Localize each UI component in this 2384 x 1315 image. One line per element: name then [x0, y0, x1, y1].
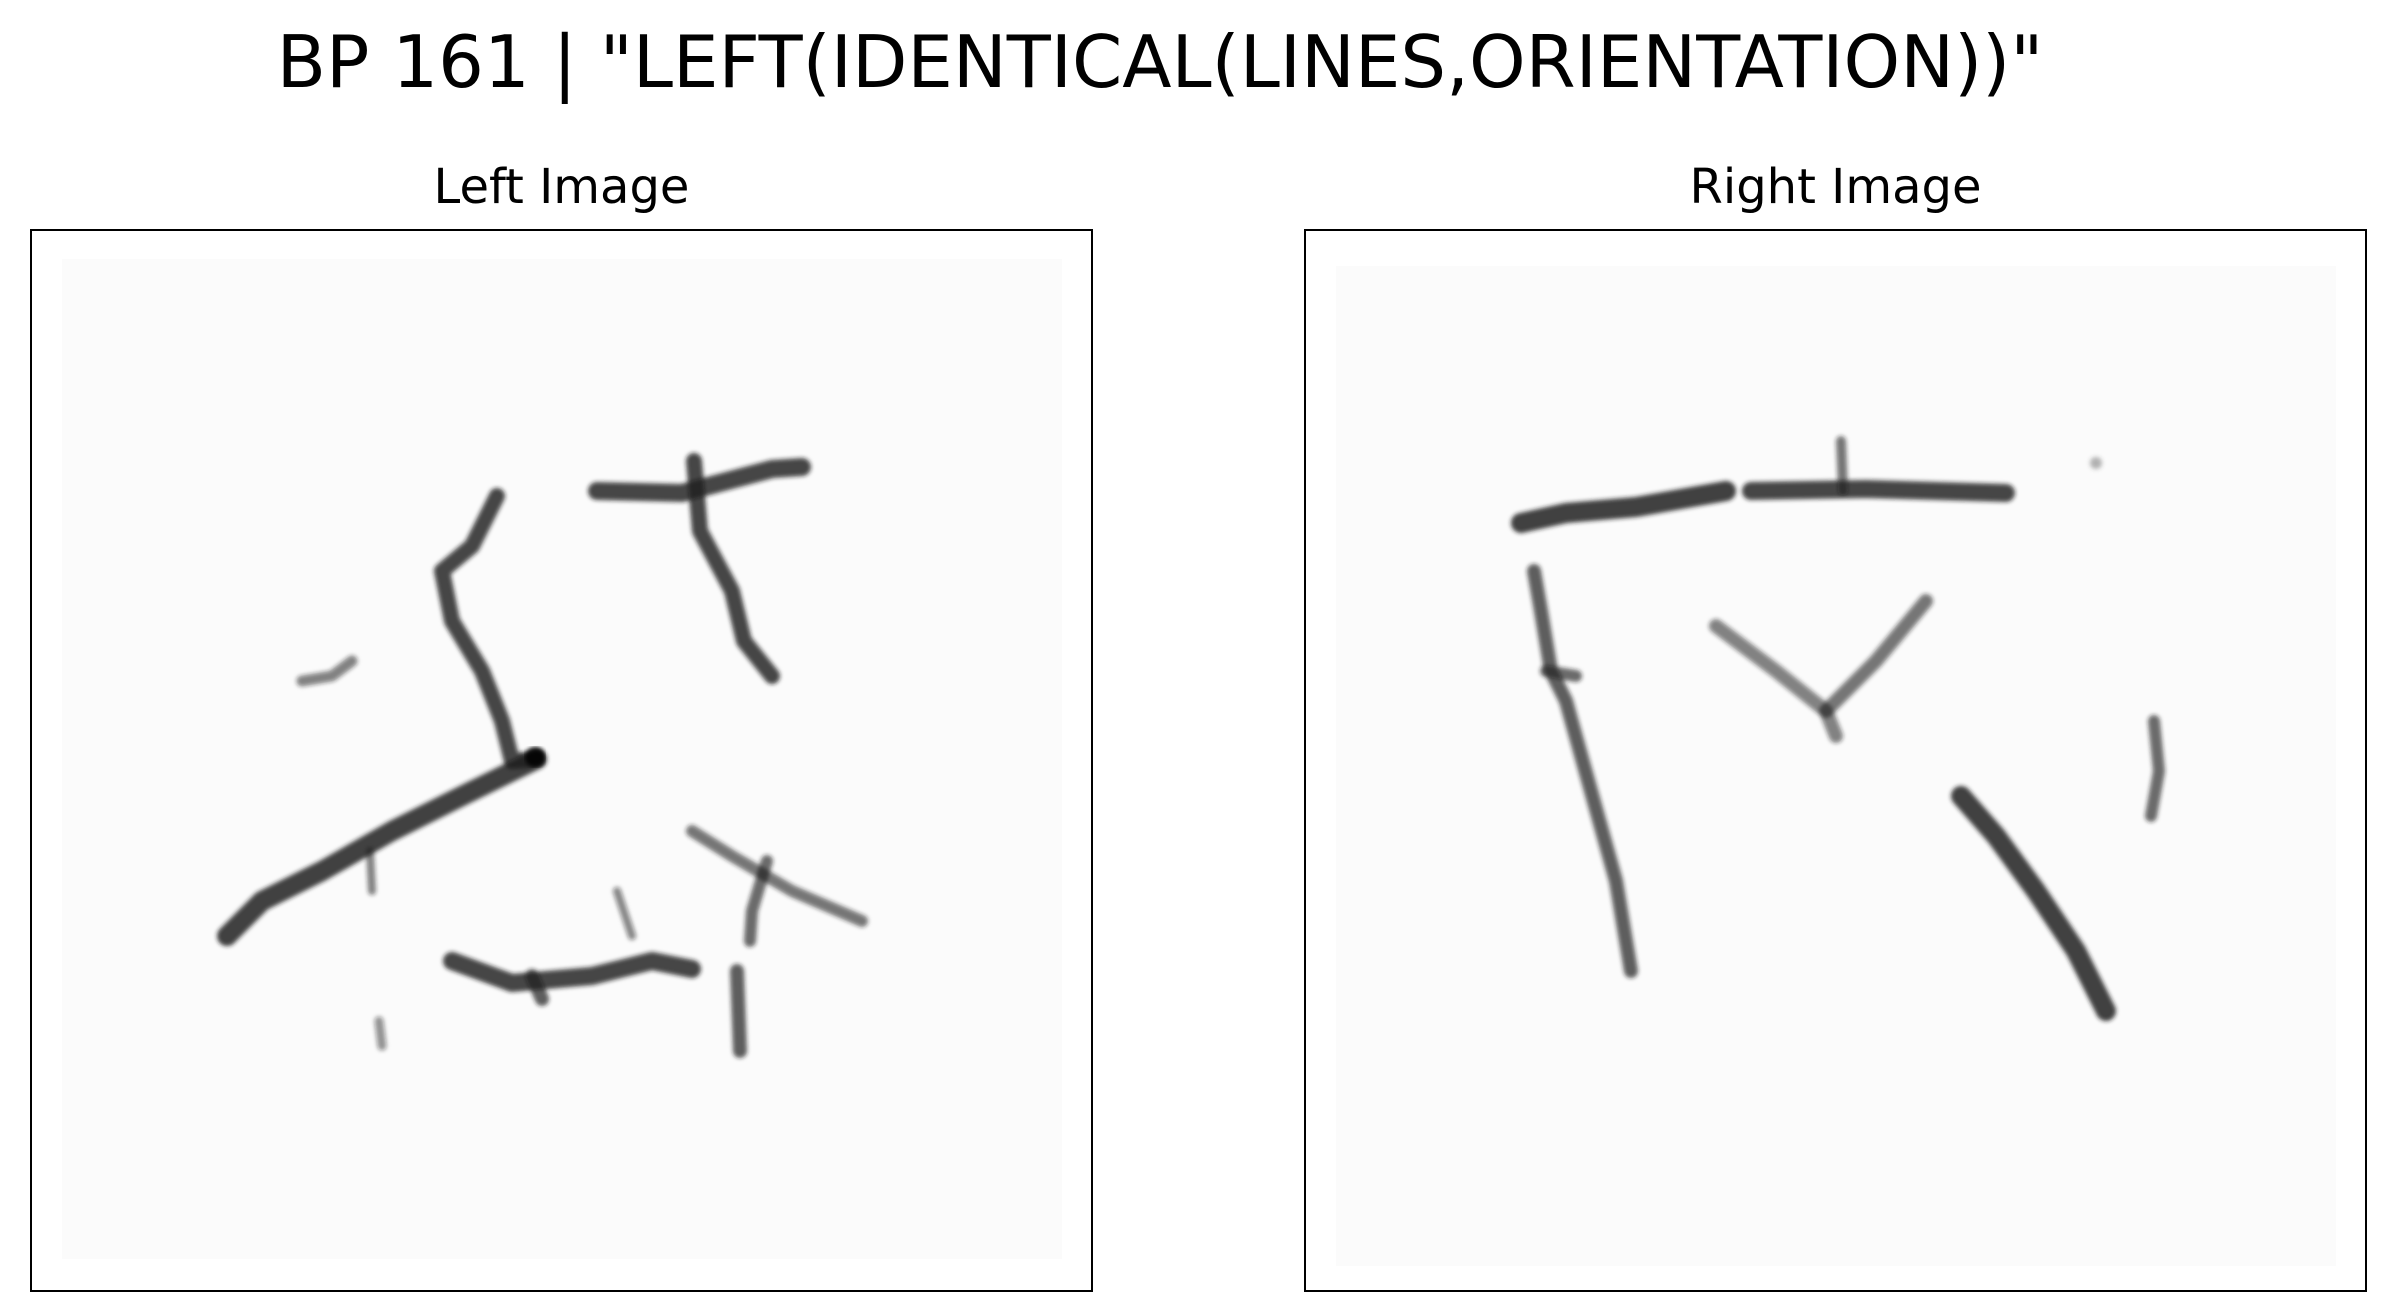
stroke-line [443, 952, 701, 992]
stroke-line [1511, 481, 1736, 533]
stroke-line [525, 969, 549, 1006]
junction-node [525, 747, 545, 767]
stroke-line [217, 749, 547, 946]
stroke-line [613, 887, 636, 940]
stroke-line [1709, 619, 1843, 743]
figure-title: BP 161 | "LEFT(IDENTICAL(LINES,ORIENTATI… [276, 20, 2044, 104]
left-image-panel [30, 229, 1093, 1292]
stroke-line [1527, 564, 1638, 978]
right-panel-title: Right Image [1689, 159, 1982, 215]
stroke-dot [2090, 457, 2102, 469]
stroke-line [434, 488, 545, 769]
left-image-drawing [62, 259, 1062, 1259]
stroke-line [296, 655, 358, 687]
stroke-line [1951, 786, 2116, 1021]
stroke-line [374, 1016, 387, 1051]
stroke-line [1819, 594, 1933, 718]
stroke-line [366, 847, 376, 895]
stroke-line [1742, 480, 2015, 502]
right-canvas-tint [1336, 266, 2336, 1266]
stroke-line [588, 458, 811, 502]
left-panel-title: Left Image [433, 159, 690, 215]
left-canvas-tint [62, 259, 1062, 1259]
stroke-line [730, 964, 747, 1058]
stroke-line [686, 453, 780, 684]
stroke-line [744, 855, 773, 947]
right-image-drawing [1336, 266, 2336, 1266]
right-image-panel [1304, 229, 2367, 1292]
stroke-line [2145, 715, 2165, 822]
stroke-line [1836, 436, 1848, 496]
stroke-line [1540, 665, 1582, 682]
